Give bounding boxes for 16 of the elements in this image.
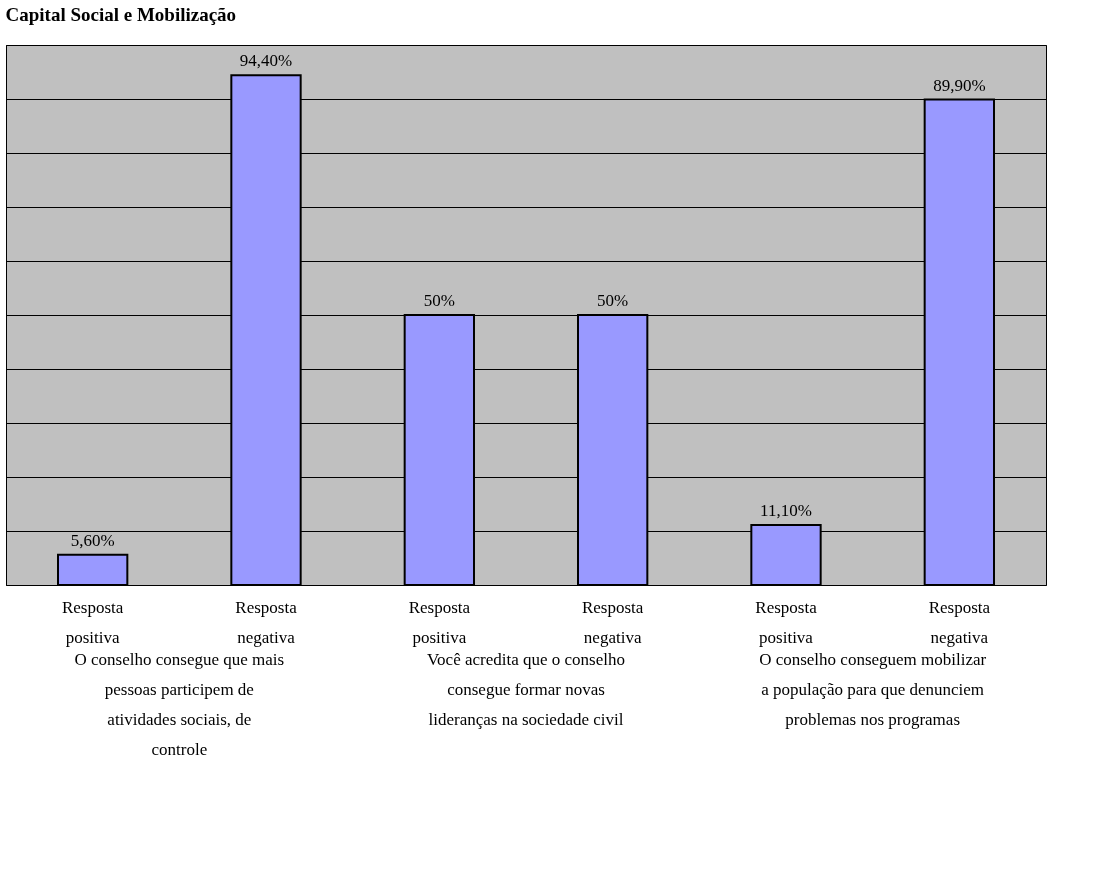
x-tick-label: Resposta positiva xyxy=(61,597,124,647)
x-tick-label: Resposta positiva xyxy=(755,597,818,647)
text: O conselho conseguem mobilizar a população para que denunciem problemas nos programas xyxy=(759,650,987,729)
x-tick-label: Resposta negativa xyxy=(581,597,644,647)
x-tick-label: Resposta positiva xyxy=(408,597,471,647)
x-tick-label: Resposta negativa xyxy=(235,597,298,647)
data-label: 94,40% xyxy=(239,51,293,71)
text: Você acredita que o conselho consegue formar novas lideranças na sociedade civil xyxy=(427,650,625,729)
chart-title: Capital Social e Mobilização xyxy=(5,3,237,25)
text: O conselho consegue que mais pessoas participem de atividades sociais, de controle xyxy=(74,650,285,759)
data-label: 11,10% xyxy=(760,501,812,521)
x-tick-label: Resposta negativa xyxy=(928,597,991,647)
data-label: 50% xyxy=(423,291,455,310)
data-label: 89,90% xyxy=(933,75,986,95)
data-label: 5,60% xyxy=(70,530,115,550)
data-label: 50% xyxy=(597,291,629,310)
